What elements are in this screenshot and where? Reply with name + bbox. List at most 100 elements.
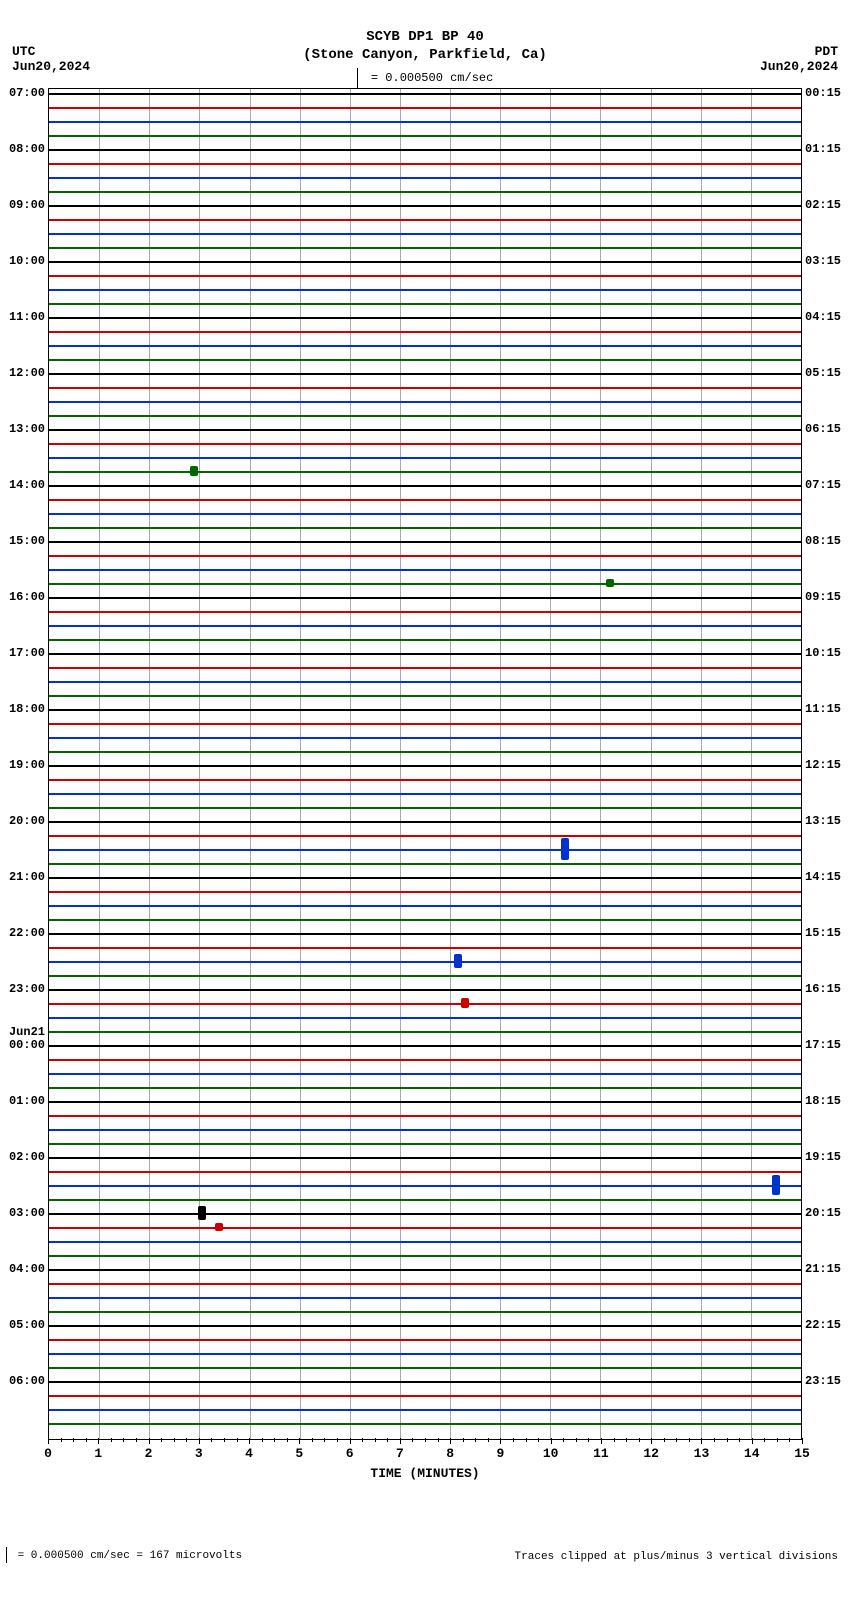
xtick-label: 2 (145, 1446, 153, 1461)
pdt-time-label: 06:15 (805, 422, 841, 436)
seismic-trace (49, 289, 801, 291)
utc-time-label: 16:00 (9, 590, 45, 604)
xtick-minor (136, 1438, 137, 1442)
seismic-trace (49, 1255, 801, 1257)
utc-time-label: 15:00 (9, 534, 45, 548)
xtick-label: 11 (593, 1446, 609, 1461)
seismic-trace (49, 345, 801, 347)
utc-time-label: 03:00 (9, 1206, 45, 1220)
seismic-trace (49, 751, 801, 753)
seismic-trace (49, 1325, 801, 1327)
gridline (550, 89, 551, 1439)
xtick-minor (237, 1438, 238, 1442)
seismic-trace (49, 1241, 801, 1243)
seismic-trace (49, 1143, 801, 1145)
seismic-trace (49, 107, 801, 109)
pdt-time-label: 09:15 (805, 590, 841, 604)
seismic-trace (49, 429, 801, 431)
seismic-trace (49, 1171, 801, 1173)
seismic-trace (49, 121, 801, 123)
xtick-minor (362, 1438, 363, 1442)
pdt-time-label: 23:15 (805, 1374, 841, 1388)
xtick-minor (777, 1438, 778, 1442)
pdt-time-label: 18:15 (805, 1094, 841, 1108)
seismic-trace (49, 1381, 801, 1383)
xtick-label: 0 (44, 1446, 52, 1461)
xtick-major (500, 1438, 501, 1444)
utc-time-label: 13:00 (9, 422, 45, 436)
utc-time-label: 19:00 (9, 758, 45, 772)
utc-time-label: 07:00 (9, 86, 45, 100)
xtick-label: 13 (694, 1446, 710, 1461)
pdt-time-label: 12:15 (805, 758, 841, 772)
seismic-trace (49, 471, 801, 473)
xtick-major (551, 1438, 552, 1444)
seismic-trace (49, 1269, 801, 1271)
pdt-time-label: 07:15 (805, 478, 841, 492)
seismic-trace (49, 583, 801, 585)
utc-time-label: 02:00 (9, 1150, 45, 1164)
seismic-trace (49, 835, 801, 837)
xtick-minor (73, 1438, 74, 1442)
seismic-trace (49, 261, 801, 263)
title-line-2: (Stone Canyon, Parkfield, Ca) (0, 46, 850, 64)
seismic-trace (49, 1283, 801, 1285)
xtick-minor (714, 1438, 715, 1442)
seismic-trace (49, 1213, 801, 1215)
utc-time-label: 05:00 (9, 1318, 45, 1332)
seismic-trace (49, 611, 801, 613)
seismic-trace (49, 1395, 801, 1397)
tz-left: UTC Jun20,2024 (12, 44, 90, 74)
xtick-major (802, 1438, 803, 1444)
xtick-minor (475, 1438, 476, 1442)
xtick-major (701, 1438, 702, 1444)
xtick-label: 15 (794, 1446, 810, 1461)
pdt-time-label: 03:15 (805, 254, 841, 268)
seismic-trace (49, 541, 801, 543)
utc-time-label: 00:00 (9, 1038, 45, 1052)
seismic-trace (49, 373, 801, 375)
xtick-major (350, 1438, 351, 1444)
scale-bar-icon (357, 68, 358, 88)
xtick-minor (262, 1438, 263, 1442)
seismic-trace (49, 93, 801, 95)
seismic-trace (49, 1157, 801, 1159)
seismic-event (198, 1206, 206, 1220)
pdt-time-label: 14:15 (805, 870, 841, 884)
xtick-minor (86, 1438, 87, 1442)
xtick-minor (287, 1438, 288, 1442)
xtick-minor (727, 1438, 728, 1442)
xtick-minor (513, 1438, 514, 1442)
tz-left-date: Jun20,2024 (12, 59, 90, 74)
tz-right-date: Jun20,2024 (760, 59, 838, 74)
tz-right-label: PDT (760, 44, 838, 59)
seismic-trace (49, 387, 801, 389)
gridline (400, 89, 401, 1439)
seismic-event (772, 1175, 780, 1195)
seismic-trace (49, 485, 801, 487)
seismic-trace (49, 233, 801, 235)
pdt-time-label: 08:15 (805, 534, 841, 548)
seismic-trace (49, 1409, 801, 1411)
pdt-time-label: 11:15 (805, 702, 841, 716)
xtick-major (299, 1438, 300, 1444)
gridline (450, 89, 451, 1439)
seismic-trace (49, 163, 801, 165)
seismic-trace (49, 975, 801, 977)
seismic-trace (49, 947, 801, 949)
seismic-trace (49, 1045, 801, 1047)
footer-right: Traces clipped at plus/minus 3 vertical … (515, 1551, 838, 1563)
plot-area: 07:0000:1508:0001:1509:0002:1510:0003:15… (48, 88, 802, 1440)
xtick-minor (324, 1438, 325, 1442)
xtick-minor (174, 1438, 175, 1442)
xtick-label: 5 (295, 1446, 303, 1461)
xtick-minor (211, 1438, 212, 1442)
utc-time-label: 17:00 (9, 646, 45, 660)
seismic-event (190, 466, 198, 476)
seismic-trace (49, 1101, 801, 1103)
seismic-trace (49, 793, 801, 795)
pdt-time-label: 13:15 (805, 814, 841, 828)
xtick-label: 9 (496, 1446, 504, 1461)
seismic-trace (49, 625, 801, 627)
seismic-trace (49, 415, 801, 417)
